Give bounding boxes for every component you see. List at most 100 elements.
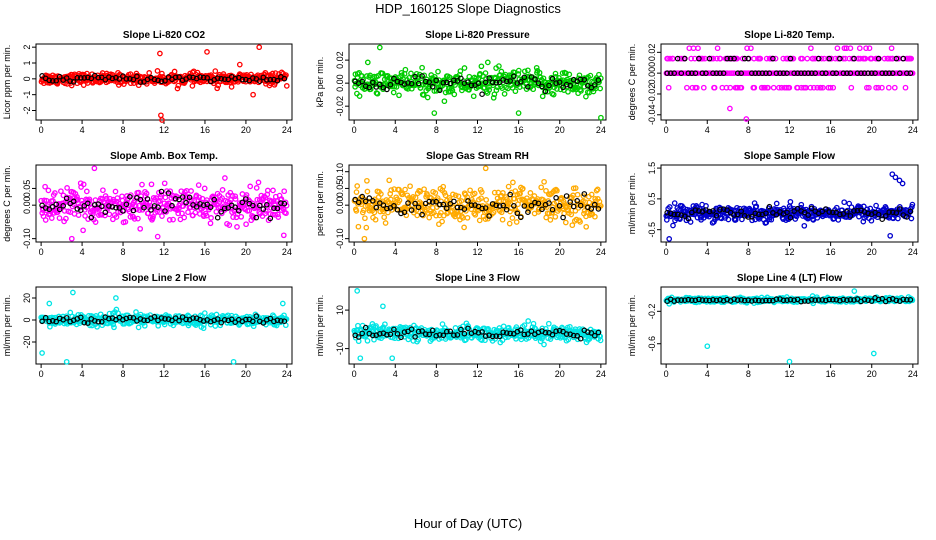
scatter-point-black xyxy=(433,77,440,84)
scatter-point-black xyxy=(250,318,256,325)
scatter-point xyxy=(671,200,678,206)
panel-5: Slope Gas Stream RH0 4 8 12 16 20 24-0.100.000… xyxy=(315,151,607,257)
scatter-point-black xyxy=(426,79,433,86)
scatter-point-black xyxy=(225,76,232,83)
scatter-point xyxy=(539,325,546,332)
scatter-point-black xyxy=(461,206,468,212)
scatter-point xyxy=(565,207,572,214)
x-tick-label: 8 xyxy=(746,247,751,257)
scatter-point xyxy=(283,210,289,217)
y-tick-label: 0.05 xyxy=(335,180,345,198)
scatter-point-black xyxy=(889,70,896,77)
scatter-point-black xyxy=(493,202,500,209)
scatter-point-black xyxy=(426,198,433,205)
scatter-point xyxy=(451,91,458,98)
y-tick-label: 0.00 xyxy=(335,74,345,92)
scatter-point-black xyxy=(847,296,854,303)
scatter-point-black xyxy=(784,70,790,77)
scatter-point xyxy=(185,209,191,216)
scatter-point-black xyxy=(436,201,443,208)
outlier-point xyxy=(482,165,489,172)
outlier-point xyxy=(376,44,383,51)
scatter-point xyxy=(356,93,363,99)
scatter-point-black xyxy=(63,75,70,81)
scatter-point xyxy=(565,88,571,95)
x-tick-label: 24 xyxy=(596,247,606,257)
scatter-point-black xyxy=(134,73,140,80)
scatter-point-black xyxy=(696,296,702,303)
y-axis-label: kPa per min. xyxy=(315,57,325,108)
scatter-point-black xyxy=(521,74,528,81)
scatter-point xyxy=(201,185,208,192)
x-tick-label: 12 xyxy=(784,247,794,257)
scatter-point-black xyxy=(496,333,503,340)
x-tick-label: 4 xyxy=(705,247,710,257)
scatter-point-black xyxy=(380,202,387,209)
scatter-point-black xyxy=(879,295,886,302)
scatter-point-black xyxy=(468,202,475,209)
scatter-point-black xyxy=(808,70,815,77)
scatter-point-black xyxy=(468,82,475,89)
scatter-point-black xyxy=(155,77,161,84)
y-tick-label: 0.10 xyxy=(335,163,345,181)
x-tick-label: 16 xyxy=(200,369,210,379)
scatter-point xyxy=(452,192,459,199)
scatter-point xyxy=(217,322,224,329)
scatter-point-black xyxy=(401,209,408,216)
x-tick-label: 0 xyxy=(39,125,44,135)
x-tick-label: 4 xyxy=(705,125,710,135)
outlier-point xyxy=(389,355,396,362)
scatter-point-black xyxy=(200,74,207,81)
scatter-point xyxy=(765,84,771,91)
scatter-point xyxy=(864,84,870,91)
scatter-point-black xyxy=(532,199,538,206)
scatter-point-black xyxy=(373,204,380,211)
scatter-point-black xyxy=(141,79,147,85)
scatter-point xyxy=(693,84,700,91)
scatter-point-black xyxy=(113,204,119,211)
scatter-point-black xyxy=(525,331,531,337)
scatter-point xyxy=(873,84,879,91)
scatter-point-black xyxy=(903,296,910,303)
scatter-point-black xyxy=(542,88,549,95)
scatter-point xyxy=(597,85,604,92)
x-tick-label: 16 xyxy=(514,247,524,257)
scatter-point-black xyxy=(539,206,545,213)
data-points xyxy=(38,165,290,242)
y-tick-label: -0.6 xyxy=(647,336,657,352)
scatter-point-black xyxy=(752,70,759,77)
scatter-point-black xyxy=(436,332,443,338)
scatter-point-black xyxy=(475,80,482,87)
scatter-point-black xyxy=(369,79,376,86)
scatter-point-black xyxy=(479,205,485,212)
scatter-point-black xyxy=(819,297,826,303)
outlier-point xyxy=(204,49,210,55)
scatter-point xyxy=(498,209,505,216)
scatter-point xyxy=(137,225,144,232)
scatter-point-black xyxy=(759,70,766,77)
outlier-point xyxy=(892,174,899,181)
scatter-point-black xyxy=(812,70,819,77)
x-tick-label: 20 xyxy=(241,125,251,135)
scatter-point-black xyxy=(861,70,868,77)
x-tick-label: 20 xyxy=(241,369,251,379)
scatter-point-black xyxy=(805,212,812,218)
scatter-point-black xyxy=(221,205,228,212)
scatter-point xyxy=(773,200,780,207)
scatter-point-black xyxy=(165,190,172,196)
scatter-point-black xyxy=(837,55,843,62)
scatter-point-black xyxy=(861,296,868,303)
scatter-point-black xyxy=(415,80,422,87)
scatter-point xyxy=(535,209,542,215)
scatter-point-black xyxy=(822,206,829,212)
scatter-point xyxy=(531,193,538,199)
scatter-point xyxy=(757,55,764,62)
scatter-point xyxy=(572,185,579,191)
scatter-point xyxy=(195,182,202,188)
scatter-point-black xyxy=(99,203,105,210)
scatter-point xyxy=(387,196,394,203)
scatter-point-black xyxy=(535,200,542,207)
scatter-point-black xyxy=(844,209,850,215)
scatter-point xyxy=(229,192,236,199)
